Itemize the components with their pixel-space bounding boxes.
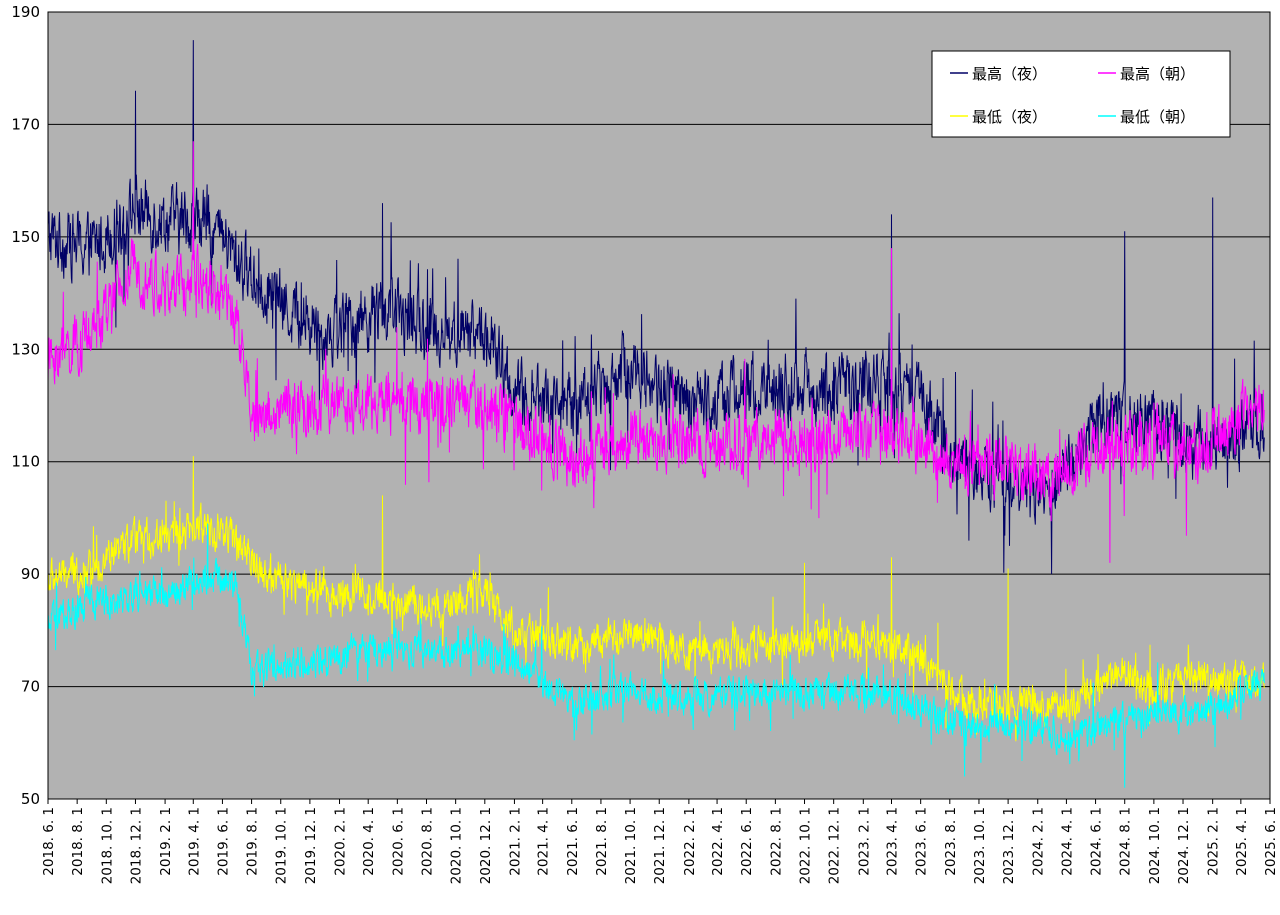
x-tick-label: 2022. 6. 1 xyxy=(739,807,755,876)
y-tick-label: 130 xyxy=(11,340,40,358)
x-tick-label: 2025. 6. 1 xyxy=(1263,807,1279,876)
x-tick-label: 2023. 12. 1 xyxy=(1001,807,1017,884)
legend-label-2: 最低（夜） xyxy=(972,108,1047,126)
x-tick-label: 2018. 12. 1 xyxy=(128,807,144,884)
x-tick-label: 2022. 4. 1 xyxy=(710,807,726,876)
x-tick-label: 2025. 4. 1 xyxy=(1234,807,1250,876)
x-tick-label: 2025. 2. 1 xyxy=(1206,807,1222,876)
x-tick-label: 2020. 4. 1 xyxy=(361,807,377,876)
y-tick-label: 150 xyxy=(11,228,40,246)
x-tick-label: 2021. 10. 1 xyxy=(623,807,639,884)
x-tick-label: 2019. 8. 1 xyxy=(245,807,261,876)
y-tick-label: 50 xyxy=(21,790,40,808)
x-tick-label: 2018. 10. 1 xyxy=(99,807,115,884)
x-tick-label: 2021. 6. 1 xyxy=(565,807,581,876)
legend-label-1: 最高（朝） xyxy=(1120,65,1195,83)
x-tick-label: 2023. 8. 1 xyxy=(943,807,959,876)
x-tick-label: 2019. 10. 1 xyxy=(274,807,290,884)
y-axis: 50 70 90 110 130 150 170 190 xyxy=(11,3,40,808)
legend-label-3: 最低（朝） xyxy=(1120,108,1195,126)
x-tick-label: 2023. 4. 1 xyxy=(885,807,901,876)
x-tick-label: 2020. 10. 1 xyxy=(449,807,465,884)
y-tick-label: 170 xyxy=(11,115,40,133)
x-tick-label: 2024. 12. 1 xyxy=(1176,807,1192,884)
x-tick-label: 2020. 6. 1 xyxy=(390,807,406,876)
plot-area xyxy=(48,12,1270,799)
legend: 最高（夜） 最高（朝） 最低（夜） 最低（朝） xyxy=(931,50,1231,138)
x-tick-label: 2022. 8. 1 xyxy=(768,807,784,876)
x-tick-label: 2019. 2. 1 xyxy=(158,807,174,876)
series-layer xyxy=(47,40,1265,788)
x-tick-label: 2020. 2. 1 xyxy=(333,807,349,876)
x-tick-label: 2018. 6. 1 xyxy=(41,807,57,876)
x-tick-label: 2020. 8. 1 xyxy=(419,807,435,876)
x-tick-label: 2023. 10. 1 xyxy=(972,807,988,884)
series-line-2 xyxy=(47,456,1265,742)
x-tick-label: 2021. 2. 1 xyxy=(507,807,523,876)
x-tick-label: 2019. 6. 1 xyxy=(215,807,231,876)
x-tick-label: 2020. 12. 1 xyxy=(478,807,494,884)
x-tick-label: 2024. 8. 1 xyxy=(1118,807,1134,876)
legend-box xyxy=(931,50,1231,138)
x-tick-label: 2018. 8. 1 xyxy=(70,807,86,876)
x-tick-label: 2021. 8. 1 xyxy=(594,807,610,876)
x-axis: 2018. 6. 1 2018. 8. 1 2018. 10. 1 2018. 12.… xyxy=(41,799,1279,884)
series-line-0 xyxy=(47,40,1265,575)
x-tick-label: 2024. 10. 1 xyxy=(1147,807,1163,884)
x-tick-label: 2021. 12. 1 xyxy=(652,807,668,884)
series-line-3 xyxy=(47,523,1265,788)
x-tick-label: 2022. 10. 1 xyxy=(798,807,814,884)
y-tick-label: 70 xyxy=(21,678,40,696)
x-tick-label: 2022. 2. 1 xyxy=(682,807,698,876)
y-tick-label: 190 xyxy=(11,3,40,21)
x-tick-label: 2024. 4. 1 xyxy=(1059,807,1075,876)
y-tick-label: 110 xyxy=(11,453,40,471)
legend-label-0: 最高（夜） xyxy=(972,65,1047,83)
x-tick-label: 2024. 6. 1 xyxy=(1089,807,1105,876)
x-tick-label: 2023. 2. 1 xyxy=(856,807,872,876)
x-tick-label: 2022. 12. 1 xyxy=(827,807,843,884)
series-line-1 xyxy=(47,141,1265,563)
x-tick-label: 2021. 4. 1 xyxy=(536,807,552,876)
x-tick-label: 2019. 12. 1 xyxy=(303,807,319,884)
x-tick-label: 2023. 6. 1 xyxy=(914,807,930,876)
x-tick-label: 2024. 2. 1 xyxy=(1031,807,1047,876)
y-tick-label: 90 xyxy=(21,565,40,583)
x-tick-label: 2019. 4. 1 xyxy=(186,807,202,876)
